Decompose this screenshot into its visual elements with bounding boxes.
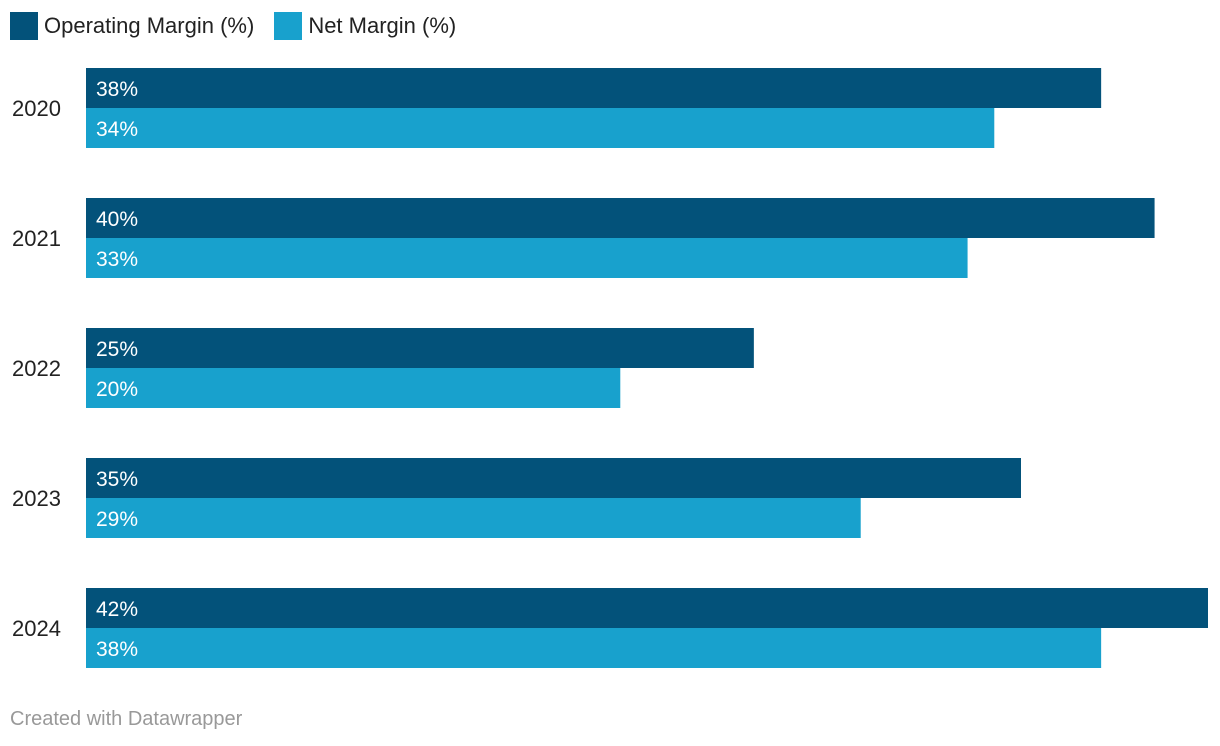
bar-value-label-net-margin-2023: 29% [96,508,138,531]
bar-value-label-net-margin-2022: 20% [96,378,138,401]
category-label-2020: 2020 [12,96,61,121]
bar-value-label-net-margin-2024: 38% [96,638,138,661]
footer-credit: Created with Datawrapper [10,708,243,730]
bar-operating-margin-2022 [86,328,754,368]
bar-value-label-operating-margin-2020: 38% [96,78,138,101]
chart-legend: Operating Margin (%) Net Margin (%) [10,10,476,42]
category-label-2023: 2023 [12,486,61,511]
bar-operating-margin-2024 [86,588,1208,628]
bar-operating-margin-2020 [86,68,1102,108]
bar-value-label-net-margin-2021: 33% [96,248,138,271]
category-label-2022: 2022 [12,356,61,381]
legend-label-operating-margin: Operating Margin (%) [44,13,255,38]
bar-operating-margin-2021 [86,198,1155,238]
bar-net-margin-2020 [86,108,995,148]
bar-value-label-operating-margin-2021: 40% [96,208,138,231]
bar-value-label-operating-margin-2024: 42% [96,598,138,621]
bar-value-label-net-margin-2020: 34% [96,118,138,141]
legend-swatch-operating-margin [10,12,38,40]
category-label-2024: 2024 [12,616,61,641]
bar-net-margin-2024 [86,628,1102,668]
legend-swatch-net-margin [274,12,303,40]
bar-chart: 2020 38% 34% 2021 40% 33% 2022 25% 20% 2023 35% 29%… [12,68,1208,668]
bar-net-margin-2021 [86,238,968,278]
bar-value-label-operating-margin-2022: 25% [96,338,138,361]
legend-item-operating-margin: Operating Margin (%) [10,12,254,40]
bar-value-label-operating-margin-2023: 35% [96,468,138,491]
category-label-2021: 2021 [12,226,61,251]
bar-net-margin-2022 [86,368,621,408]
legend-item-net-margin: Net Margin (%) [274,12,456,40]
legend-label-net-margin: Net Margin (%) [308,13,457,38]
bar-operating-margin-2023 [86,458,1021,498]
bar-net-margin-2023 [86,498,861,538]
